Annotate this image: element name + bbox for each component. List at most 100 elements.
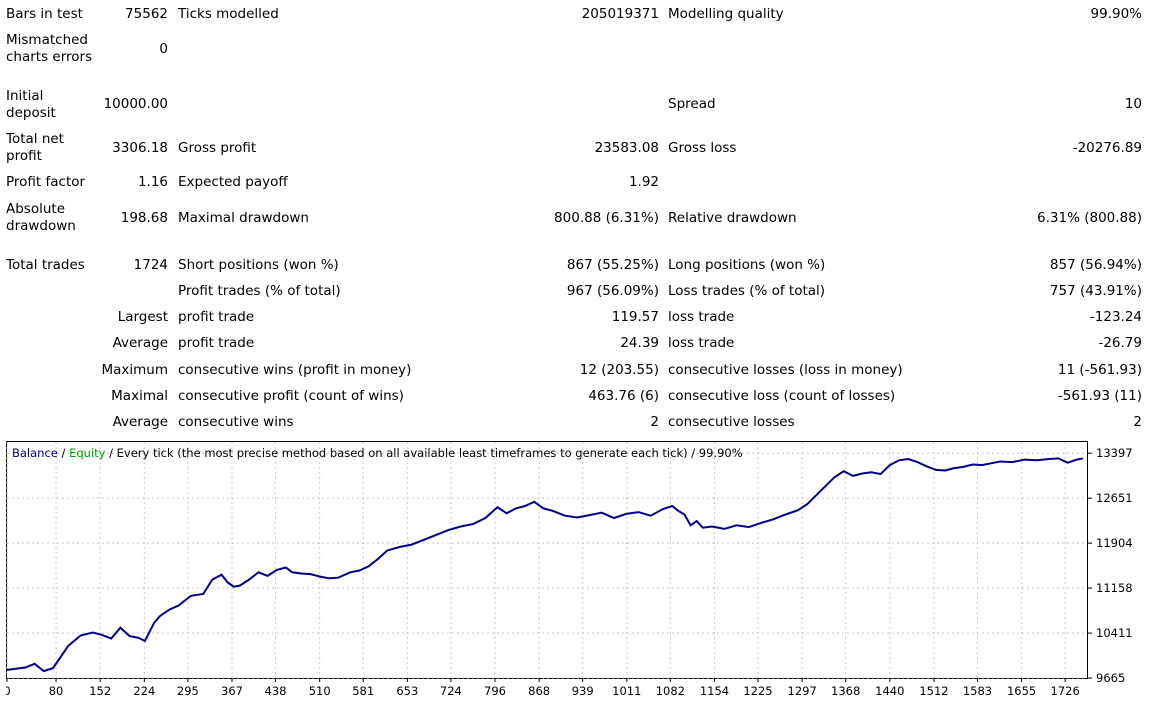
- average-loss-value: -26.79: [1098, 335, 1142, 351]
- x-tick-label: 796: [484, 684, 506, 698]
- loss-trades-value: 757 (43.91%): [1049, 283, 1142, 299]
- y-axis: 9665 10411 11158 11904 12651 13397: [1087, 446, 1133, 685]
- total-trades-label: Total trades: [6, 257, 85, 273]
- modelling-quality-value: 99.90%: [1090, 6, 1142, 22]
- chart-title-equity: Equity: [69, 446, 106, 460]
- maximum-label: Maximum: [101, 362, 168, 378]
- x-tick-label: 438: [265, 684, 287, 698]
- short-positions-label: Short positions (won %): [178, 257, 339, 273]
- x-tick-label: 0: [6, 684, 11, 698]
- y-tick-label: 10411: [1096, 626, 1133, 640]
- gross-profit-label: Gross profit: [178, 140, 257, 156]
- x-axis: 0 80 152 224 295 367 438 510 581 653 724 796 868 939 1…: [3, 678, 1080, 698]
- mismatched-label: Mismatched charts errors: [6, 32, 93, 65]
- x-tick-label: 1011: [612, 684, 641, 698]
- profit-factor-label: Profit factor: [6, 174, 86, 190]
- chart-title: Balance / Equity / Every tick (the most …: [12, 446, 743, 460]
- initial-deposit-label: Initial deposit: [6, 88, 56, 121]
- chart-title-balance: Balance: [12, 446, 58, 460]
- x-tick-label: 939: [572, 684, 594, 698]
- max-cons-losses-label: consecutive losses (loss in money): [668, 362, 903, 378]
- balance-line: [6, 457, 1084, 673]
- x-tick-label: 367: [221, 684, 243, 698]
- x-tick-label: 581: [352, 684, 374, 698]
- avg-cons-losses-label: consecutive losses: [668, 414, 795, 430]
- x-tick-label: 724: [440, 684, 462, 698]
- x-tick-label: 653: [396, 684, 418, 698]
- y-tick-label: 11158: [1096, 581, 1133, 595]
- largest-loss-label: loss trade: [668, 309, 735, 325]
- x-tick-label: 1512: [919, 684, 948, 698]
- y-tick-label: 9665: [1096, 671, 1125, 685]
- long-positions-label: Long positions (won %): [668, 257, 826, 273]
- ticks-modelled-label: Ticks modelled: [178, 6, 279, 22]
- y-tick-label: 13397: [1096, 446, 1133, 460]
- average-label: Average: [112, 335, 168, 351]
- x-tick-label: 1225: [743, 684, 772, 698]
- short-positions-value: 867 (55.25%): [566, 257, 659, 273]
- maximal-cons-loss-label: consecutive loss (count of losses): [668, 388, 896, 404]
- average-profit-label: profit trade: [178, 335, 255, 351]
- balance-chart-svg: 9665 10411 11158 11904 12651 13397 0 80 152 224 2…: [3, 441, 1133, 698]
- initial-deposit-value: 10000.00: [103, 96, 168, 112]
- balance-chart: 9665 10411 11158 11904 12651 13397 0 80 152 224 2…: [3, 441, 1150, 700]
- relative-drawdown-value: 6.31% (800.88): [1037, 210, 1142, 226]
- profit-factor-value: 1.16: [137, 174, 168, 190]
- spread-value: 10: [1124, 96, 1142, 112]
- bars-in-test-label: Bars in test: [6, 6, 83, 22]
- profit-trades-label: Profit trades (% of total): [178, 283, 341, 299]
- largest-label: Largest: [117, 309, 168, 325]
- modelling-quality-label: Modelling quality: [668, 6, 784, 22]
- loss-trades-label: Loss trades (% of total): [668, 283, 826, 299]
- maximal-cons-profit-label: consecutive profit (count of wins): [178, 388, 404, 404]
- largest-loss-value: -123.24: [1089, 309, 1142, 325]
- x-tick-label: 1583: [963, 684, 992, 698]
- average2-label: Average: [112, 414, 168, 430]
- maximal-cons-loss-value: -561.93 (11): [1057, 388, 1142, 404]
- avg-cons-wins-label: consecutive wins: [178, 414, 294, 430]
- profit-trades-value: 967 (56.09%): [566, 283, 659, 299]
- absolute-drawdown-label: Absolute drawdown: [6, 201, 76, 234]
- total-net-profit-value: 3306.18: [112, 140, 168, 156]
- grid: [6, 442, 1087, 679]
- expected-payoff-label: Expected payoff: [178, 174, 288, 190]
- maximal-cons-profit-value: 463.76 (6): [588, 388, 659, 404]
- max-cons-wins-label: consecutive wins (profit in money): [178, 362, 412, 378]
- mismatched-value: 0: [159, 41, 168, 57]
- x-tick-label: 868: [528, 684, 550, 698]
- chart-title-rest: / Every tick (the most precise method ba…: [105, 446, 742, 460]
- average-profit-value: 24.39: [620, 335, 659, 351]
- long-positions-value: 857 (56.94%): [1049, 257, 1142, 273]
- plot-frame: [6, 441, 1088, 679]
- x-tick-label: 1297: [788, 684, 817, 698]
- maximal-drawdown-value: 800.88 (6.31%): [554, 210, 659, 226]
- ticks-modelled-value: 205019371: [581, 6, 659, 22]
- relative-drawdown-label: Relative drawdown: [668, 210, 797, 226]
- maximal-label: Maximal: [111, 388, 168, 404]
- absolute-drawdown-value: 198.68: [120, 210, 168, 226]
- total-trades-value: 1724: [133, 257, 168, 273]
- x-tick-label: 224: [133, 684, 155, 698]
- average-loss-label: loss trade: [668, 335, 735, 351]
- x-tick-label: 1655: [1007, 684, 1036, 698]
- max-cons-wins-value: 12 (203.55): [579, 362, 659, 378]
- total-net-profit-label: Total net profit: [6, 131, 64, 164]
- spread-label: Spread: [668, 96, 716, 112]
- y-tick-label: 11904: [1096, 536, 1133, 550]
- avg-cons-losses-value: 2: [1133, 414, 1142, 430]
- y-tick-label: 12651: [1096, 491, 1133, 505]
- x-tick-label: 152: [89, 684, 111, 698]
- x-tick-label: 510: [309, 684, 331, 698]
- chart-title-sep: /: [58, 446, 69, 460]
- gross-loss-label: Gross loss: [668, 140, 737, 156]
- largest-profit-value: 119.57: [611, 309, 659, 325]
- largest-profit-label: profit trade: [178, 309, 255, 325]
- x-tick-label: 1726: [1051, 684, 1080, 698]
- expected-payoff-value: 1.92: [628, 174, 659, 190]
- test-report: Bars in test 75562 Ticks modelled 205019…: [6, 6, 1142, 430]
- x-tick-label: 1082: [656, 684, 685, 698]
- x-tick-label: 295: [177, 684, 199, 698]
- gross-loss-value: -20276.89: [1072, 140, 1142, 156]
- x-tick-label: 1368: [831, 684, 860, 698]
- maximal-drawdown-label: Maximal drawdown: [178, 210, 309, 226]
